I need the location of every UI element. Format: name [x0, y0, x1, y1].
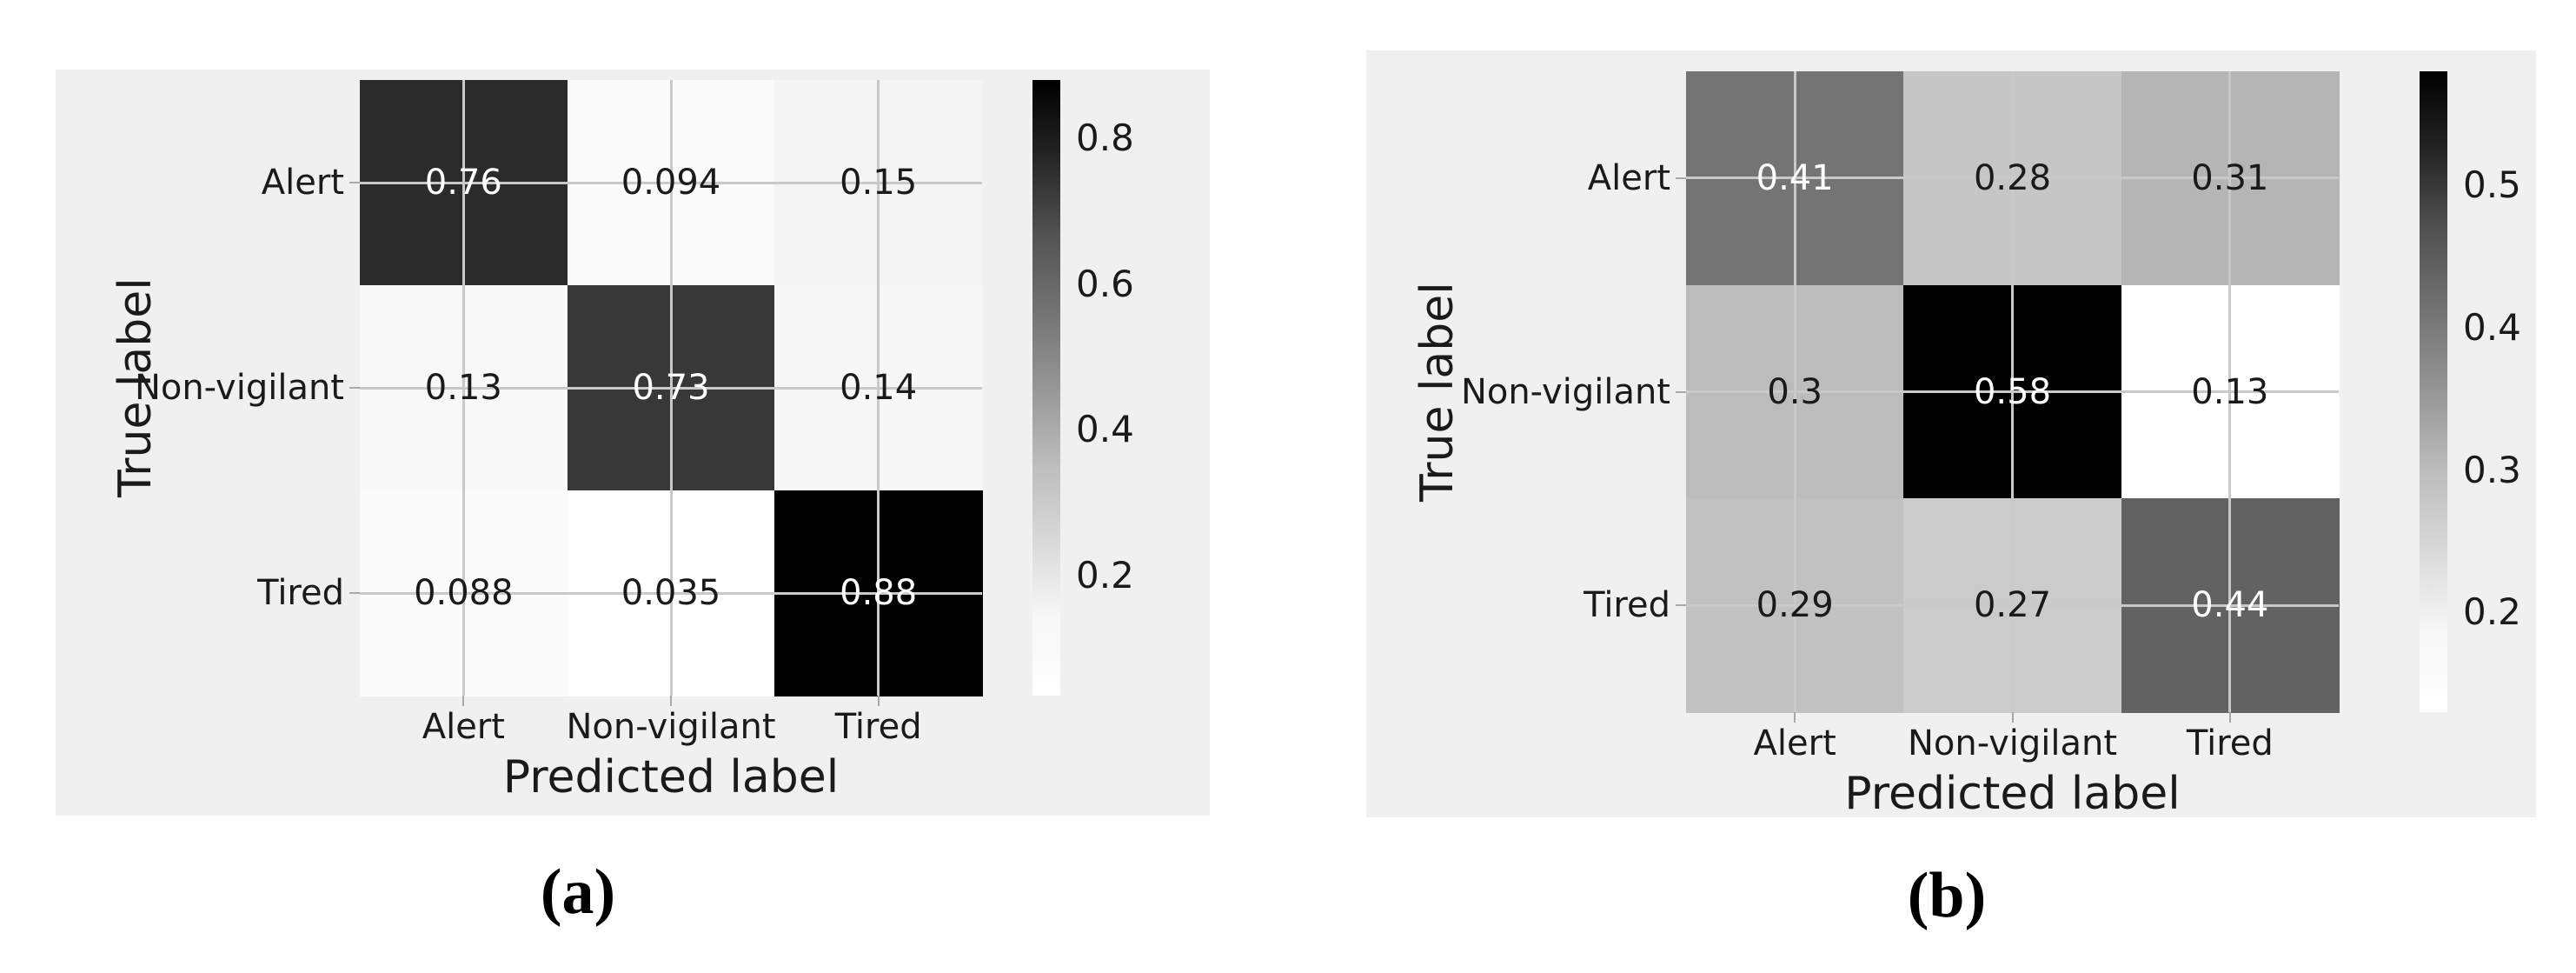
y-tick-mark	[1676, 604, 1686, 607]
cell-value: 0.088	[414, 573, 514, 613]
x-tick-mark	[2228, 712, 2231, 723]
x-tick-label: Tired	[834, 707, 922, 747]
cell-value: 0.88	[840, 573, 918, 613]
x-tick-mark	[2011, 712, 2014, 723]
subfigure-caption-b: (b)	[1907, 860, 1987, 931]
confusion-matrix-panel-a: True label 0.76 0.094 0.15 0.13 0.73 0.14 0.08…	[56, 70, 1210, 816]
x-axis-label-b: Predicted label	[1844, 768, 2181, 820]
cell-value: 0.13	[424, 368, 502, 408]
heatmap-b: 0.41 0.28 0.31 0.3 0.58 0.13 0.29 0.27 0.44	[1686, 71, 2340, 713]
x-tick-mark	[462, 696, 465, 706]
gridline-horizontal	[1686, 603, 2339, 607]
y-tick-mark	[1676, 390, 1686, 393]
y-tick-label: Tired	[257, 573, 344, 613]
y-tick-mark	[349, 592, 360, 594]
y-tick-label: Alert	[261, 163, 344, 203]
colorbar-tick-label: 0.4	[1076, 408, 1134, 451]
subfigure-caption-a: (a)	[540, 856, 616, 928]
x-tick-label: Tired	[2186, 723, 2274, 763]
cell-value: 0.035	[621, 573, 721, 613]
colorbar-tick-label: 0.4	[2463, 305, 2521, 349]
colorbar-tick-label: 0.2	[2463, 590, 2521, 634]
colorbar-tick-label: 0.6	[1076, 262, 1134, 305]
confusion-matrix-panel-b: True label 0.41 0.28 0.31 0.3 0.58 0.13 0.29 0.…	[1366, 50, 2536, 820]
x-tick-label: Alert	[422, 707, 505, 747]
gridline-vertical	[877, 80, 880, 696]
cell-value: 0.15	[840, 163, 918, 203]
cell-value: 0.29	[1756, 585, 1834, 626]
cell-value: 0.094	[621, 163, 721, 203]
colorbar-tick-label: 0.5	[2463, 163, 2521, 207]
gridline-horizontal	[360, 386, 982, 390]
y-tick-mark	[349, 182, 360, 183]
gridline-horizontal	[360, 591, 982, 595]
y-tick-label: Alert	[1587, 157, 1670, 198]
cell-value: 0.41	[1756, 157, 1834, 198]
y-tick-label: Non-vigilant	[1460, 371, 1670, 412]
colorbar-tick-label: 0.2	[1076, 553, 1134, 596]
y-tick-label: Tired	[1583, 585, 1670, 626]
cell-value: 0.31	[2191, 157, 2269, 198]
cell-value: 0.27	[1973, 585, 2052, 626]
heatmap-a: 0.76 0.094 0.15 0.13 0.73 0.14 0.088 0.035 0.88	[360, 80, 983, 696]
cell-value: 0.13	[2191, 371, 2269, 412]
y-tick-mark	[349, 387, 360, 389]
cell-value: 0.73	[632, 368, 710, 408]
colorbar-tick-label: 0.3	[2463, 448, 2521, 491]
gridline-horizontal	[1686, 390, 2339, 393]
x-tick-label: Non-vigilant	[1907, 723, 2118, 763]
cell-value: 0.76	[424, 163, 502, 203]
cell-value: 0.28	[1973, 157, 2052, 198]
x-tick-label: Non-vigilant	[566, 707, 776, 747]
colorbar-a	[1032, 80, 1060, 696]
gridline-vertical	[2228, 71, 2232, 712]
x-tick-mark	[670, 696, 672, 706]
cell-value: 0.44	[2191, 585, 2269, 626]
x-axis-label-a: Predicted label	[502, 751, 840, 803]
cell-value: 0.3	[1767, 371, 1822, 412]
cell-value: 0.14	[840, 368, 918, 408]
cell-value: 0.58	[1973, 371, 2052, 412]
y-tick-label: Non-vigilant	[134, 368, 344, 408]
x-tick-mark	[877, 696, 880, 706]
x-tick-mark	[1794, 712, 1796, 723]
colorbar-tick-label: 0.8	[1076, 117, 1134, 160]
colorbar-b	[2420, 71, 2447, 712]
x-tick-label: Alert	[1753, 723, 1836, 763]
y-tick-mark	[1676, 177, 1686, 179]
